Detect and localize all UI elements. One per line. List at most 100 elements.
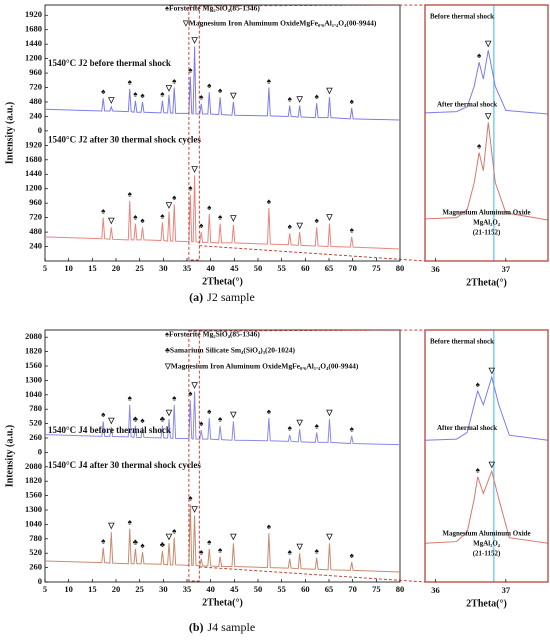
peak-symbol: ▽ xyxy=(165,532,173,541)
peak-symbol: ♠ xyxy=(101,206,106,215)
x-tick-label: 15 xyxy=(88,263,97,273)
peak-symbol: ▽ xyxy=(190,164,198,173)
x-tick-label: 75 xyxy=(372,584,381,594)
x-tick-label: 36 xyxy=(431,264,440,274)
peak-symbol: ▽ xyxy=(107,96,115,105)
peak-symbol: ♠ xyxy=(218,545,223,554)
peak-symbol: ♠ xyxy=(267,407,272,416)
peak-symbol: ♠ xyxy=(128,78,133,87)
x-axis-label: 2Theta(°) xyxy=(202,597,243,608)
peak-symbol: ♠ xyxy=(188,184,193,193)
y-axis-label: Intensity (a.u.) xyxy=(4,102,15,165)
x-tick-label: 40 xyxy=(206,584,215,594)
peak-symbol: ♣ xyxy=(133,415,139,424)
caption-tag: (b) xyxy=(189,620,204,634)
peak-symbol: ♠ xyxy=(350,97,355,106)
y-tick-label: 1440 xyxy=(25,38,42,48)
x-tick-label: 80 xyxy=(396,584,405,594)
x-tick-label: 25 xyxy=(135,584,144,594)
x-tick-label: 80 xyxy=(396,263,405,273)
peak-symbol: ♠ xyxy=(172,76,177,85)
legend-entry: ▽Magnesium Iron Aluminum OxideMgFe₀.₆Al₁… xyxy=(164,362,359,371)
peak-symbol: ♠ xyxy=(315,421,320,430)
y-tick-label: 260 xyxy=(29,562,42,572)
phase-label: (21-1152) xyxy=(473,229,501,237)
peak-symbol: ♠ xyxy=(160,211,165,220)
series-label: 1540°C J2 before thermal shock xyxy=(48,58,171,68)
inset-trace xyxy=(425,469,548,544)
peak-symbol: ♠ xyxy=(140,416,145,425)
y-tick-label: 0 xyxy=(38,576,42,586)
y-tick-label: 720 xyxy=(29,81,42,91)
inset-trace xyxy=(425,122,548,221)
series-label: 1540°C J4 after 30 thermal shock cycles xyxy=(48,460,201,470)
peak-symbol: ▽ xyxy=(488,366,496,375)
phase-label: Magnesium Aluminum Oxide xyxy=(442,530,530,538)
peak-symbol: ♣ xyxy=(160,540,166,549)
peak-symbol: ▽ xyxy=(484,111,492,120)
zoom-connector xyxy=(199,566,426,583)
peak-symbol: ▽ xyxy=(165,200,173,209)
x-tick-label: 60 xyxy=(301,263,310,273)
peak-symbol: ♠ xyxy=(128,394,133,403)
y-tick-label: 1820 xyxy=(25,346,42,356)
xrd-trace xyxy=(44,391,401,446)
xrd-trace xyxy=(44,46,401,121)
x-tick-label: 65 xyxy=(325,584,334,594)
x-tick-label: 55 xyxy=(277,263,286,273)
peak-symbol: ▽ xyxy=(107,216,115,225)
y-tick-label: 260 xyxy=(29,432,42,442)
peak-symbol: ♠ xyxy=(350,551,355,560)
zoom-connector xyxy=(199,245,426,262)
peak-symbol: ▽ xyxy=(165,84,173,93)
peak-symbol: ♠ xyxy=(101,410,106,419)
y-tick-label: 520 xyxy=(29,418,42,428)
x-tick-label: 55 xyxy=(277,584,286,594)
y-tick-label: 1920 xyxy=(25,9,42,19)
peak-symbol: ♠ xyxy=(207,538,212,547)
peak-symbol: ♠ xyxy=(207,81,212,90)
peak-symbol: ♠ xyxy=(140,541,145,550)
y-tick-label: 960 xyxy=(29,197,42,207)
inset-x-label: 2Theta(°) xyxy=(466,277,507,288)
y-tick-label: 0 xyxy=(38,125,42,135)
y-tick-label: 2080 xyxy=(25,461,42,471)
y-tick-label: 1680 xyxy=(25,154,42,164)
peak-symbol: ♠ xyxy=(140,91,145,100)
inset-x-label: 2Theta(°) xyxy=(466,598,507,609)
legend-entry: ♣Samarium Silicate Sm₄(SiO₄)₃(20-1024) xyxy=(165,346,295,355)
x-tick-label: 15 xyxy=(88,584,97,594)
legend-entry: ♠Forsterite Mg₂SiO₄(85-1346) xyxy=(165,330,260,339)
x-tick-label: 60 xyxy=(301,584,310,594)
xrd-trace xyxy=(44,504,401,573)
x-tick-label: 70 xyxy=(348,584,357,594)
peak-symbol: ▽ xyxy=(325,86,333,95)
y-axis-label: Intensity (a.u.) xyxy=(4,425,15,488)
series-label: 1540°C J4 before thermal shock xyxy=(48,425,171,435)
inset-trace xyxy=(425,375,548,441)
peak-symbol: ♠ xyxy=(267,197,272,206)
legend-entry: ♠Forsterite Mg₂SiO₄(85-1346) xyxy=(165,4,260,13)
peak-symbol: ♠ xyxy=(476,380,481,389)
x-axis-label: 2Theta(°) xyxy=(202,276,243,287)
phase-label: MgAl₂O₄ xyxy=(473,540,501,548)
y-tick-label: 240 xyxy=(29,240,42,250)
peak-symbol: ♠ xyxy=(476,466,481,475)
x-tick-label: 20 xyxy=(112,263,121,273)
peak-symbol: ♣ xyxy=(133,538,139,547)
peak-symbol: ♠ xyxy=(315,546,320,555)
peak-symbol: ♠ xyxy=(199,419,204,428)
peak-symbol: ▽ xyxy=(190,504,198,513)
peak-symbol: ♠ xyxy=(207,407,212,416)
y-tick-label: 1300 xyxy=(25,504,42,514)
caption-text: J4 sample xyxy=(208,620,256,634)
peak-symbol: ♠ xyxy=(218,415,223,424)
peak-symbol: ▽ xyxy=(190,35,198,44)
zoom-box xyxy=(188,330,200,582)
peak-symbol: ♠ xyxy=(172,394,177,403)
x-tick-label: 45 xyxy=(230,584,239,594)
peak-symbol: ▽ xyxy=(229,532,237,541)
peak-symbol: ♠ xyxy=(218,212,223,221)
